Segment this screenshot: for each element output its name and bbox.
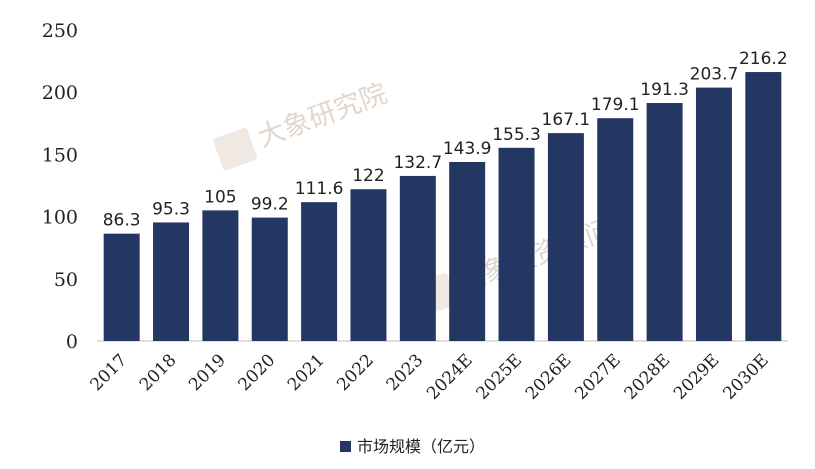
bar-2029E	[695, 87, 732, 341]
x-tick-label-2023: 2023	[383, 350, 428, 395]
data-label-2021: 111.6	[295, 179, 344, 199]
legend: 市场规模（亿元）	[340, 437, 485, 456]
x-tick-label-2029E: 2029E	[670, 350, 724, 404]
watermark-research-text: 大象研究院	[254, 78, 391, 153]
bar-2028E	[646, 103, 683, 341]
bar-2017	[103, 233, 140, 341]
x-tick-label-2028E: 2028E	[621, 350, 675, 404]
bar-2020	[251, 217, 288, 341]
bar-2023	[399, 175, 436, 341]
y-tick-label: 250	[42, 20, 78, 42]
x-tick-label-2020: 2020	[235, 350, 280, 395]
data-label-2020: 99.2	[251, 195, 289, 215]
data-label-2018: 95.3	[152, 199, 190, 219]
y-tick-label: 200	[42, 82, 78, 104]
y-tick-label: 0	[66, 331, 78, 353]
x-tick-label-2019: 2019	[185, 350, 230, 395]
bar-2026E	[547, 133, 584, 341]
x-tick-label-2027E: 2027E	[571, 350, 625, 404]
data-labels: 86.3 95.3 105 99.2 111.6 122 132.7143.9155.316…	[103, 49, 788, 231]
y-tick-label: 100	[42, 207, 78, 229]
data-label-2025E: 155.3	[492, 125, 541, 145]
x-tick-label-2021: 2021	[284, 350, 329, 395]
x-tick-label-2018: 2018	[136, 350, 181, 395]
bar-2018	[153, 222, 190, 341]
bar-2025E	[498, 147, 535, 341]
bar-2019	[202, 210, 239, 341]
bars	[103, 72, 782, 341]
legend-swatch	[340, 441, 351, 452]
bar-2027E	[597, 118, 634, 341]
y-tick-label: 50	[54, 269, 78, 291]
data-label-2023: 132.7	[393, 153, 442, 173]
x-tick-label-2025E: 2025E	[473, 350, 527, 404]
data-label-2017: 86.3	[103, 211, 141, 231]
data-label-2019: 105	[204, 187, 236, 207]
legend-label: 市场规模（亿元）	[357, 437, 485, 456]
data-label-2026E: 167.1	[542, 110, 591, 130]
x-tick-label-2026E: 2026E	[522, 350, 576, 404]
bar-2030E	[745, 72, 782, 341]
x-tick-label-2022: 2022	[333, 350, 378, 395]
y-tick-label: 150	[42, 144, 78, 166]
data-label-2027E: 179.1	[591, 95, 640, 115]
data-label-2030E: 216.2	[739, 49, 788, 69]
data-label-2022: 122	[352, 166, 384, 186]
x-tick-label-2030E: 2030E	[719, 350, 773, 404]
data-label-2024E: 143.9	[443, 139, 492, 159]
data-label-2028E: 191.3	[640, 80, 689, 100]
bar-2024E	[449, 161, 486, 341]
y-axis: 0 50 100 150 200 250	[42, 20, 78, 353]
x-tick-label-2024E: 2024E	[423, 350, 477, 404]
x-tick-label-2017: 2017	[86, 350, 131, 395]
data-label-2029E: 203.7	[690, 65, 739, 85]
bar-2022	[350, 189, 387, 341]
watermark-research-logo: 大象研究院	[213, 78, 391, 171]
bar-2021	[301, 202, 338, 341]
x-axis-labels: 2017 2018 2019 2020 2021 2022 20232024E2025E20…	[86, 350, 772, 404]
